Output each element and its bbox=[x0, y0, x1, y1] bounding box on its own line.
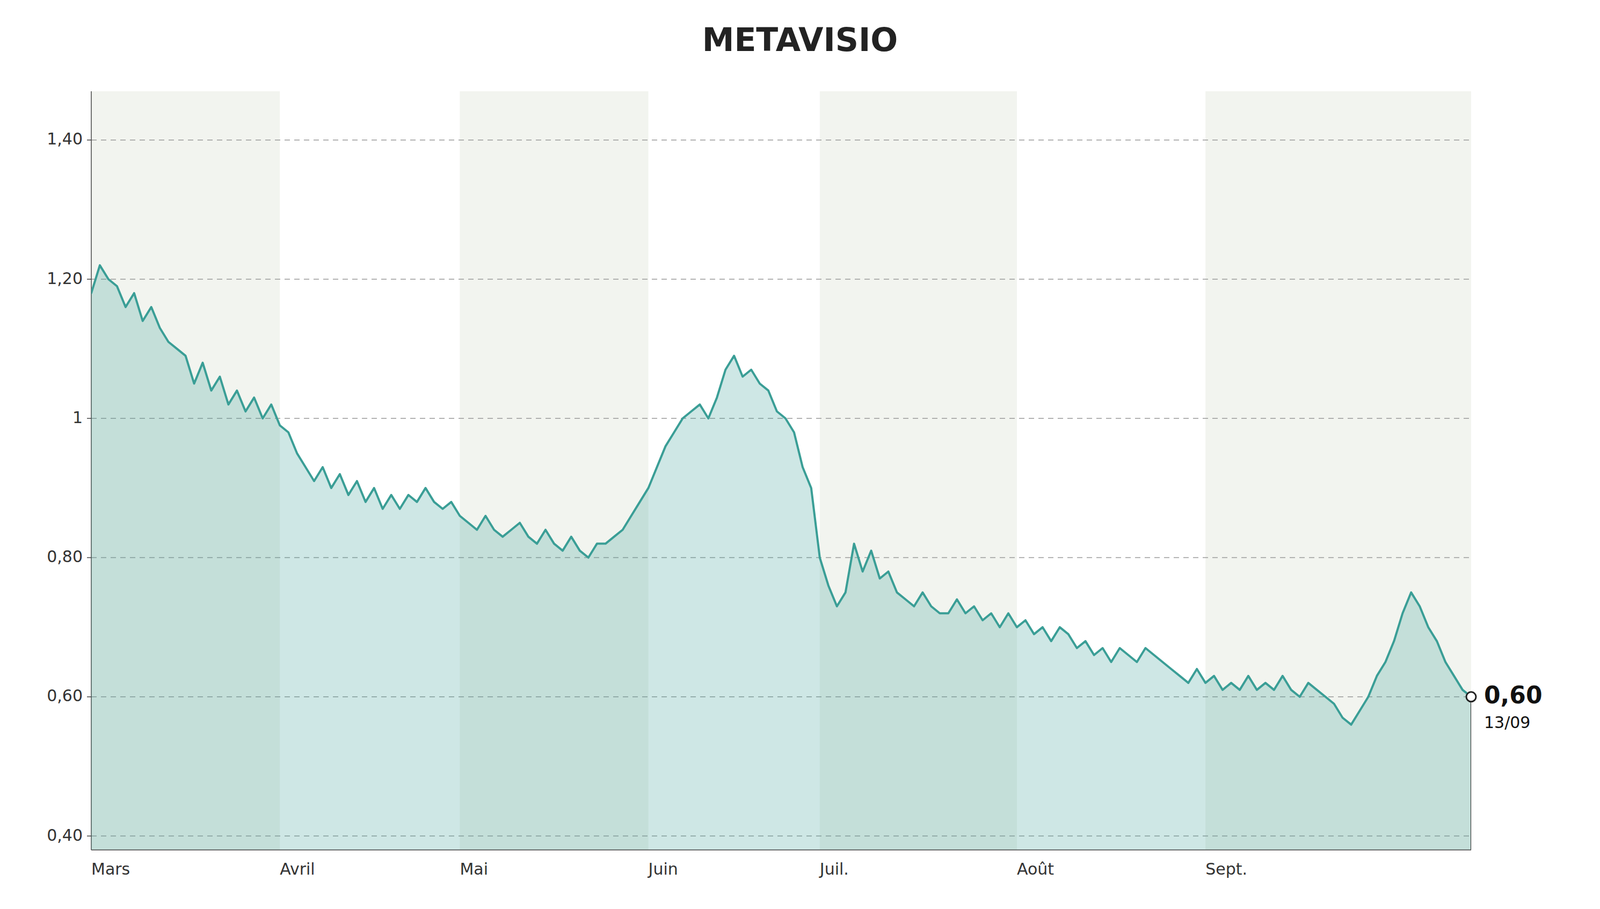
last-drop-line bbox=[1470, 696, 1472, 850]
y-tick-label: 1,20 bbox=[46, 268, 83, 288]
x-axis-line bbox=[91, 849, 1472, 851]
y-tick-label: 1 bbox=[72, 408, 83, 427]
y-tick bbox=[86, 139, 92, 141]
chart: METAVISIO0,400,600,8011,201,40MarsAvrilM… bbox=[0, 0, 1600, 909]
title: METAVISIO bbox=[702, 20, 899, 59]
y-tick-label: 0,60 bbox=[46, 686, 83, 705]
y-tick-label: 0,40 bbox=[46, 825, 83, 845]
area bbox=[91, 265, 1472, 850]
last-point bbox=[1466, 692, 1476, 702]
x-axis: Mars Avril Mai Juin Juil. Août Sept. bbox=[91, 859, 1248, 879]
grid-line bbox=[91, 278, 1472, 280]
month-bands bbox=[91, 91, 1472, 850]
annotation: 13/09 bbox=[1484, 713, 1531, 732]
x-tick-label: Mai bbox=[459, 859, 489, 879]
line bbox=[91, 265, 1472, 725]
y-tick bbox=[86, 835, 92, 837]
y-tick bbox=[86, 278, 92, 280]
y-tick-label: 1,40 bbox=[46, 129, 83, 149]
y-tick bbox=[86, 557, 92, 559]
x-tick-label: Mars bbox=[91, 859, 130, 879]
x-tick-label: Avril bbox=[279, 859, 316, 879]
x-tick-label: Juil. bbox=[818, 859, 849, 879]
series bbox=[91, 265, 1472, 850]
annotation: 0,60 bbox=[1484, 681, 1543, 709]
y-tick bbox=[86, 418, 92, 420]
y-tick-label: 0,80 bbox=[46, 547, 83, 566]
x-tick-label: Sept. bbox=[1205, 859, 1248, 879]
grid-line bbox=[91, 139, 1472, 141]
y-axis: 0,40 0,60 0,80 1 1,20 1,40 bbox=[46, 91, 92, 850]
y-tick bbox=[86, 696, 92, 698]
annotations: 0,60 13/09 bbox=[1484, 681, 1543, 733]
x-tick-label: Août bbox=[1016, 859, 1054, 879]
x-tick-label: Juin bbox=[647, 859, 679, 879]
